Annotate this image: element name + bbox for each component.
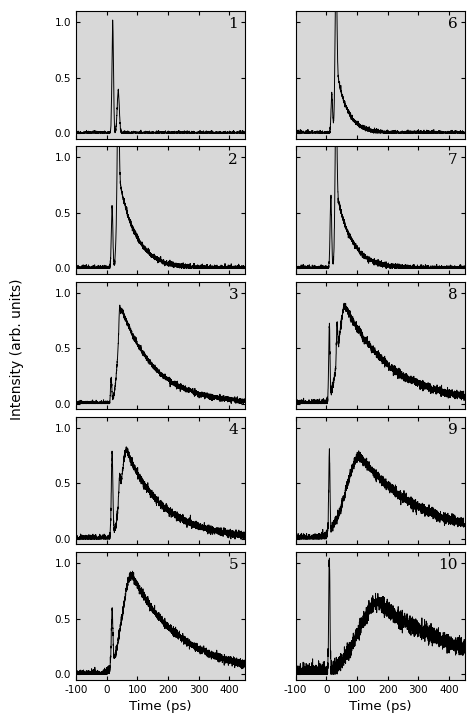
Text: 8: 8 xyxy=(448,288,458,302)
Text: 1: 1 xyxy=(228,17,238,31)
Text: 9: 9 xyxy=(448,423,458,437)
X-axis label: Time (ps): Time (ps) xyxy=(129,700,191,713)
Text: 6: 6 xyxy=(448,17,458,31)
Text: 5: 5 xyxy=(228,558,238,572)
Text: 2: 2 xyxy=(228,153,238,166)
X-axis label: Time (ps): Time (ps) xyxy=(349,700,411,713)
Text: 7: 7 xyxy=(448,153,458,166)
Text: 3: 3 xyxy=(228,288,238,302)
Text: 4: 4 xyxy=(228,423,238,437)
Text: 10: 10 xyxy=(438,558,458,572)
Text: Intensity (arb. units): Intensity (arb. units) xyxy=(9,278,24,419)
